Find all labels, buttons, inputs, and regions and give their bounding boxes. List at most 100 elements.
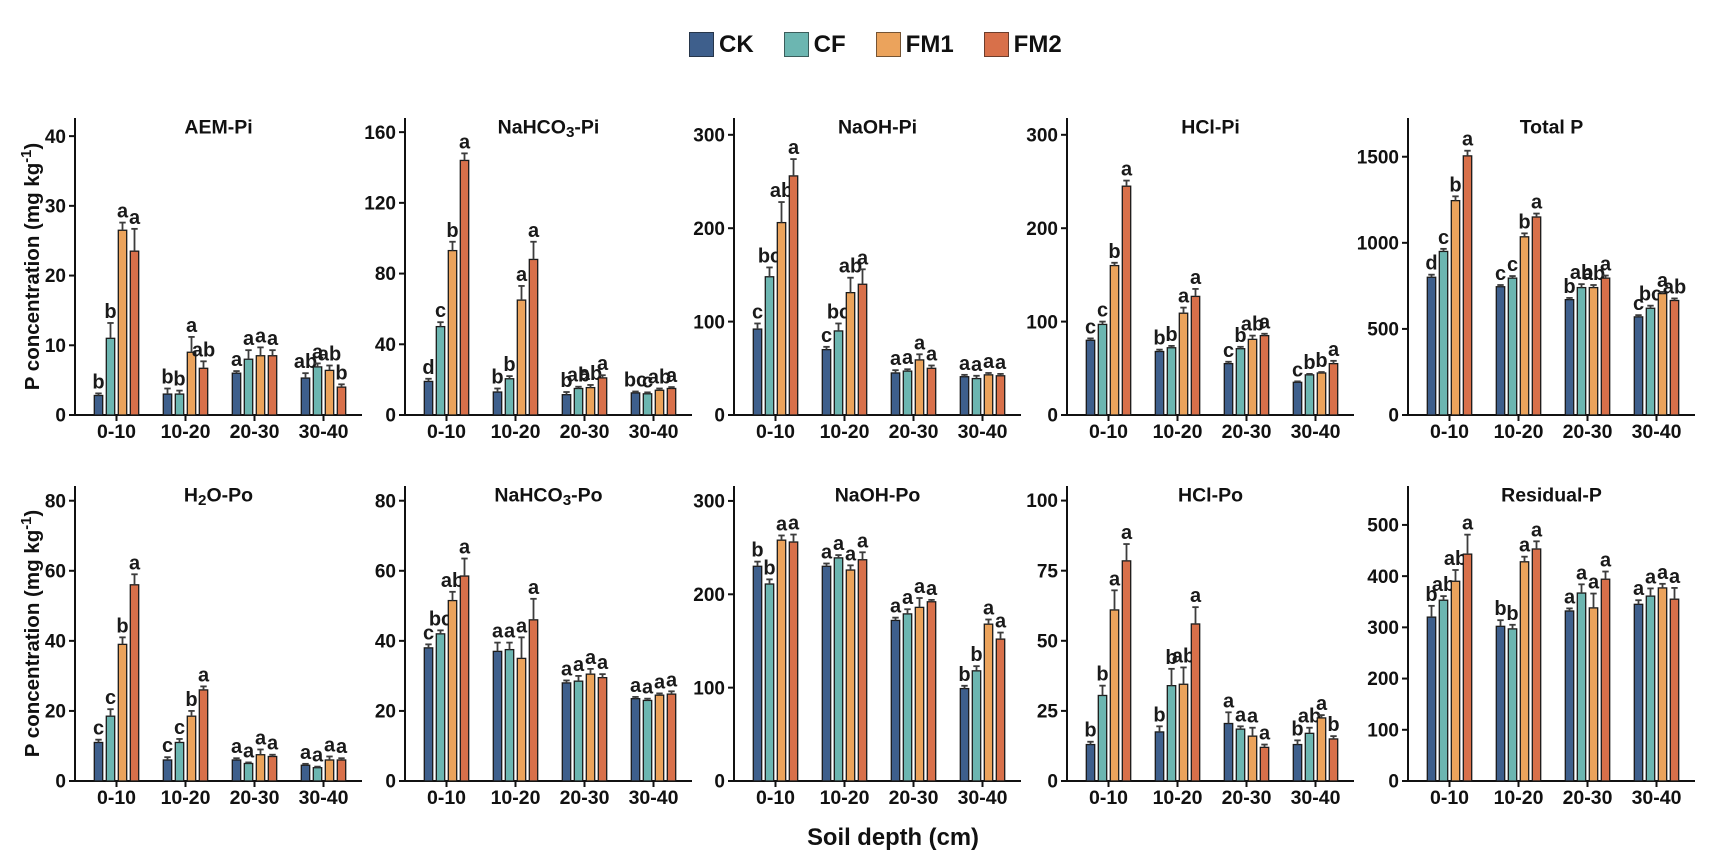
significance-letter: b (1425, 584, 1437, 606)
bar-fm1-10-20 (186, 351, 197, 416)
bar-fm2-20-30 (1259, 746, 1270, 782)
significance-letter: c (1507, 254, 1518, 276)
bar-ck-30-40 (1292, 381, 1303, 416)
bar-fm1-20-30 (255, 355, 266, 416)
x-tick-label: 20-30 (560, 421, 610, 443)
panel-residual-p: 0100200300400500Residual-P0-10bababa10-2… (1367, 485, 1695, 809)
y-tick-label: 20 (45, 266, 66, 287)
y-tick-label: 20 (45, 702, 66, 723)
bar-fm2-10-20 (198, 367, 209, 416)
significance-letter: d (422, 357, 434, 379)
bar-ck-10-20 (1154, 350, 1165, 416)
significance-letter: c (93, 718, 104, 740)
bar-cf-20-30 (243, 358, 254, 416)
bar-ck-10-20 (162, 393, 173, 416)
significance-letter: c (435, 300, 446, 322)
significance-letter: a (117, 201, 129, 223)
bar-fm2-0-10 (129, 584, 140, 782)
x-tick-label: 0-10 (427, 787, 466, 809)
significance-letter: a (788, 137, 800, 159)
bar-cf-20-30 (902, 370, 913, 416)
x-tick-label: 30-40 (629, 787, 679, 809)
bar-fm2-10-20 (1531, 548, 1542, 782)
bar-fm1-10-20 (186, 715, 197, 782)
bar-ck-20-30 (1564, 610, 1575, 782)
significance-letter: a (776, 513, 788, 535)
x-tick-label: 20-30 (1563, 787, 1613, 809)
bar-cf-30-40 (1645, 307, 1656, 416)
bar-fm2-10-20 (198, 689, 209, 782)
bar-fm1-20-30 (1247, 735, 1258, 782)
significance-letter: a (1190, 267, 1202, 289)
bar-cf-0-10 (105, 337, 116, 416)
y-tick-label: 40 (45, 632, 66, 653)
legend-swatch-fm1 (875, 32, 901, 57)
significance-letter: a (597, 353, 609, 375)
y-tick-label: 200 (1367, 669, 1399, 690)
significance-letter: a (902, 587, 914, 609)
significance-letter: ab (1444, 548, 1467, 570)
significance-letter: c (423, 622, 434, 644)
y-tick-label: 300 (1026, 125, 1058, 146)
bar-fm2-0-10 (1121, 185, 1132, 416)
significance-letter: b (1153, 328, 1165, 350)
bar-ck-30-40 (1633, 316, 1644, 416)
significance-letter: b (1096, 664, 1108, 686)
y-tick-label: 10 (45, 336, 66, 357)
bar-cf-30-40 (1304, 732, 1315, 782)
significance-letter: b (958, 664, 970, 686)
bar-fm2-0-10 (129, 250, 140, 416)
x-tick-label: 0-10 (427, 421, 466, 443)
y-tick-label: 60 (375, 561, 396, 582)
significance-letter: a (1462, 513, 1474, 535)
significance-letter: c (1438, 227, 1449, 249)
significance-letter: a (312, 341, 324, 363)
significance-letter: c (642, 370, 653, 392)
bar-cf-0-10 (1438, 250, 1449, 416)
significance-letter: b (1506, 603, 1518, 625)
x-tick-label: 20-30 (560, 787, 610, 809)
y-tick-label: 20 (375, 702, 396, 723)
significance-letter: a (1531, 192, 1543, 214)
significance-letter: b (1327, 714, 1339, 736)
significance-letter: b (1108, 241, 1120, 263)
significance-letter: ab (318, 344, 341, 366)
bar-cf-20-30 (1235, 348, 1246, 416)
bar-ck-20-30 (1223, 722, 1234, 782)
significance-letter: a (324, 734, 336, 756)
bar-fm2-10-20 (857, 559, 868, 782)
x-tick-label: 30-40 (1291, 787, 1341, 809)
bar-cf-0-10 (764, 276, 775, 416)
bar-fm1-10-20 (845, 291, 856, 416)
bar-ck-0-10 (93, 394, 104, 416)
y-tick-label: 0 (1388, 406, 1399, 427)
x-tick-label: 10-20 (161, 421, 211, 443)
bar-fm1-0-10 (447, 599, 458, 782)
significance-letter: a (1669, 566, 1681, 588)
significance-letter: a (1576, 562, 1588, 584)
x-tick-label: 30-40 (958, 787, 1008, 809)
significance-letter: a (504, 621, 516, 643)
x-tick-label: 0-10 (756, 421, 795, 443)
x-tick-label: 0-10 (756, 787, 795, 809)
significance-letter: c (752, 301, 763, 323)
significance-letter: b (185, 689, 197, 711)
x-tick-label: 0-10 (1430, 421, 1469, 443)
y-tick-label: 0 (714, 772, 725, 793)
bar-fm2-30-40 (336, 386, 347, 416)
significance-letter: b (503, 354, 515, 376)
bar-fm1-30-40 (654, 389, 665, 416)
bar-ck-30-40 (959, 687, 970, 782)
x-tick-label: 0-10 (97, 787, 136, 809)
bar-fm2-0-10 (1462, 155, 1473, 416)
bar-cf-10-20 (504, 648, 515, 782)
significance-letter: a (300, 742, 312, 764)
significance-letter: c (1633, 293, 1644, 315)
significance-letter: a (312, 745, 324, 767)
significance-letter: a (267, 733, 279, 755)
bar-ck-0-10 (1085, 339, 1096, 416)
y-tick-label: 1000 (1357, 233, 1399, 254)
bar-ck-20-30 (561, 682, 572, 782)
